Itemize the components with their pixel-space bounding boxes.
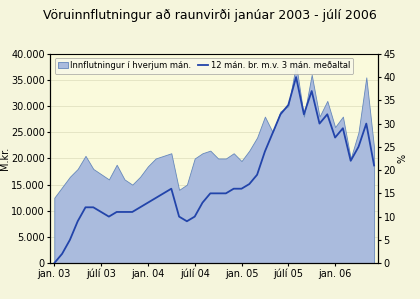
Legend: Innflutningur í hverjum mán., 12 mán. br. m.v. 3 mán. meðaltal: Innflutningur í hverjum mán., 12 mán. br… <box>55 58 353 74</box>
Y-axis label: %: % <box>397 154 407 163</box>
Y-axis label: M.kr.: M.kr. <box>0 147 10 170</box>
Text: Vöruinnflutningur að raunvirði janúar 2003 - júlí 2006: Vöruinnflutningur að raunvirði janúar 20… <box>43 9 377 22</box>
